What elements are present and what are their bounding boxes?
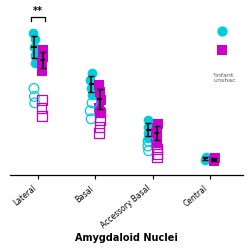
Point (154, 142, 158, 146)
Point (98, 125, 102, 129)
Point (88, 78, 92, 82)
Point (40, 98, 44, 102)
Text: **: ** (33, 6, 43, 16)
Point (156, 122, 160, 126)
Point (146, 118, 150, 122)
Point (204, 155, 208, 159)
Point (98, 118, 102, 122)
Point (40, 114, 44, 118)
Point (146, 125, 150, 129)
Point (32, 45, 36, 49)
Point (40, 106, 44, 110)
Point (33, 61, 37, 65)
Point (88, 109, 92, 113)
Point (154, 131, 158, 135)
Point (146, 139, 150, 143)
Point (212, 159, 216, 163)
Point (41, 48, 45, 52)
Point (31, 30, 35, 34)
Point (97, 106, 101, 110)
Point (146, 144, 150, 148)
Point (40, 54, 44, 58)
Point (89, 86, 93, 90)
X-axis label: Amygdaloid Nuclei: Amygdaloid Nuclei (75, 233, 178, 243)
Point (40, 61, 44, 65)
Point (147, 149, 151, 153)
Point (32, 94, 36, 98)
Point (32, 86, 36, 90)
Point (96, 83, 100, 87)
Point (155, 152, 159, 156)
Point (155, 147, 159, 151)
Point (99, 98, 103, 102)
Point (203, 158, 207, 162)
Point (98, 90, 102, 94)
Point (146, 131, 150, 135)
Point (33, 101, 37, 105)
Point (212, 156, 216, 160)
Point (32, 53, 36, 57)
Point (154, 141, 158, 145)
Point (146, 136, 150, 140)
Point (220, 29, 224, 33)
Point (90, 93, 94, 97)
Point (33, 37, 37, 41)
Text: *infant
unshac: *infant unshac (213, 72, 236, 83)
Point (89, 117, 93, 121)
Point (98, 110, 102, 114)
Point (155, 155, 159, 159)
Point (220, 48, 224, 52)
Point (40, 69, 44, 73)
Point (97, 131, 101, 135)
Point (156, 126, 160, 130)
Point (90, 101, 94, 105)
Point (155, 136, 159, 140)
Point (90, 70, 94, 74)
Point (98, 110, 102, 114)
